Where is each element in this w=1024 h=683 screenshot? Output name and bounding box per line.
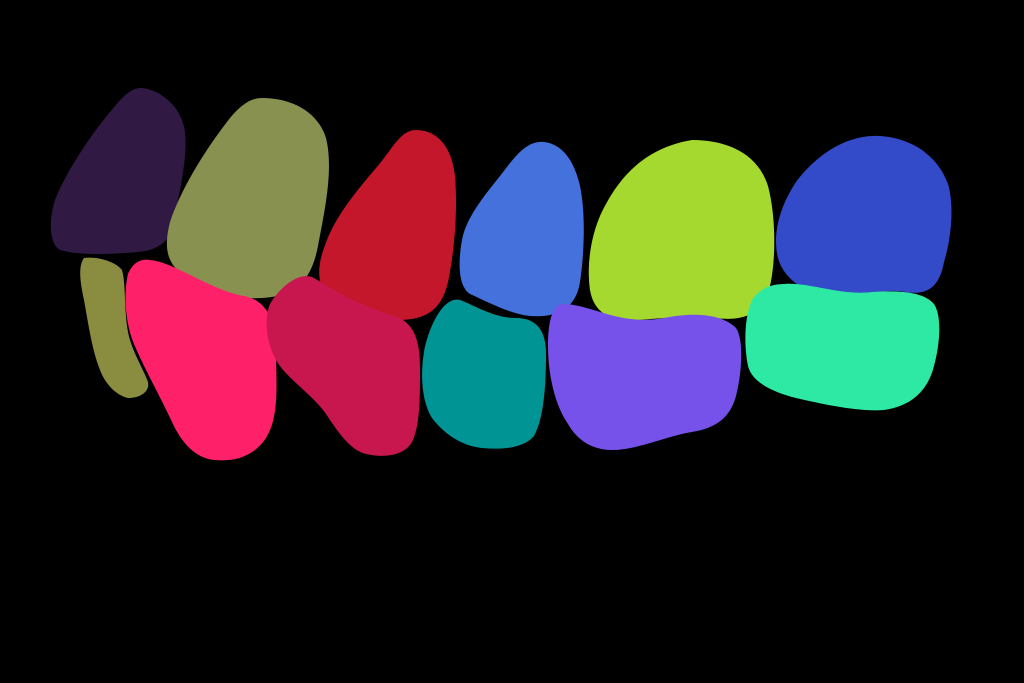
segment-lower-6	[745, 283, 940, 411]
segment-lower-5	[548, 303, 742, 450]
segment-layer	[50, 87, 952, 461]
segment-lower-3	[266, 276, 420, 456]
segment-upper-1	[50, 87, 186, 254]
segment-upper-4	[459, 141, 584, 317]
segment-lower-2	[125, 259, 277, 461]
segment-upper-5	[588, 140, 775, 321]
segment-lower-1	[80, 257, 149, 398]
segment-upper-6	[776, 135, 952, 296]
segment-upper-2	[166, 98, 329, 299]
segment-lower-4	[422, 299, 546, 449]
segment-upper-3	[319, 130, 457, 320]
